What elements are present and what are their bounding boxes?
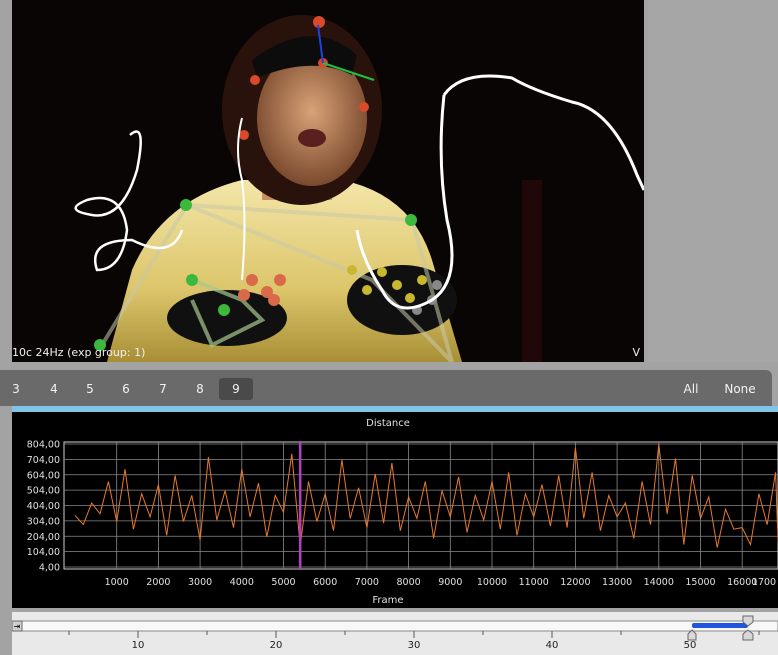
distance-chart-svg: Distance 804,00 704,00 604,00 504,00 404,00 3… <box>27 418 778 606</box>
timeline-tick-label: 50 <box>684 640 697 651</box>
tab-label: 5 <box>86 382 94 396</box>
timeline-ticks: 10 20 30 40 50 <box>68 631 760 651</box>
x-tick-label: 9000 <box>438 577 462 588</box>
video-caption: 10c 24Hz (exp group: 1) <box>12 346 146 359</box>
timeline-tick-label: 30 <box>408 640 421 651</box>
timeline-handles <box>687 615 754 641</box>
x-tick-label: 2000 <box>146 577 170 588</box>
grid <box>64 442 778 569</box>
timeline-ruler[interactable]: ⇥ 10 20 30 40 50 <box>12 612 778 655</box>
x-tick-label: 4000 <box>230 577 254 588</box>
x-tick-label: 14000 <box>644 577 674 588</box>
x-tick-label: 8000 <box>397 577 421 588</box>
timeline-tick-label: 40 <box>546 640 559 651</box>
tab-label: 4 <box>50 382 58 396</box>
x-tick-label: 13000 <box>602 577 632 588</box>
x-tick-label: 3000 <box>188 577 212 588</box>
select-all-button[interactable]: All <box>683 382 699 396</box>
x-tick-label: 16000 <box>727 577 757 588</box>
series-layer <box>74 444 778 548</box>
y-tick-label: 604,00 <box>27 470 60 481</box>
timeline-end-handle-top[interactable] <box>742 615 754 627</box>
video-frame-image <box>12 0 644 362</box>
video-corner-mark: V <box>632 346 640 359</box>
jump-start-icon: ⇥ <box>14 622 21 631</box>
tab-7[interactable]: 7 <box>152 378 174 400</box>
panel-separator <box>12 406 778 412</box>
y-tick-label: 404,00 <box>27 501 60 512</box>
tab-label: 7 <box>159 382 167 396</box>
y-tick-label: 4,00 <box>39 563 60 574</box>
tab-8[interactable]: 8 <box>189 378 211 400</box>
x-tick-label: 6000 <box>313 577 337 588</box>
timeline-tick-label: 20 <box>270 640 283 651</box>
select-none-button[interactable]: None <box>724 382 756 396</box>
tab-label: 6 <box>122 382 130 396</box>
timeline-tick-label: 10 <box>132 640 145 651</box>
y-tick-label: 704,00 <box>27 455 60 466</box>
x-tick-label: 10000 <box>477 577 507 588</box>
tab-4[interactable]: 4 <box>43 378 65 400</box>
x-axis-label: Frame <box>372 595 403 606</box>
y-tick-label: 104,00 <box>27 547 60 558</box>
timeline-start-button[interactable] <box>12 620 23 632</box>
tab-9[interactable]: 9 <box>219 378 253 400</box>
x-axis: 1000 2000 3000 4000 5000 6000 7000 8000 9000 1000… <box>105 577 776 588</box>
y-tick-label: 504,00 <box>27 486 60 497</box>
video-viewport[interactable]: 10c 24Hz (exp group: 1) V <box>12 0 644 362</box>
tab-label: 9 <box>232 382 240 396</box>
y-tick-label: 204,00 <box>27 532 60 543</box>
timeline-track <box>12 620 778 632</box>
timeline-selection[interactable] <box>692 623 748 628</box>
chart-title: Distance <box>366 418 410 429</box>
distance-chart[interactable]: Distance 804,00 704,00 604,00 504,00 404,00 3… <box>12 412 778 608</box>
x-tick-label: 1000 <box>105 577 129 588</box>
x-tick-label: 7000 <box>355 577 379 588</box>
timeline-svg: ⇥ 10 20 30 40 50 <box>12 615 778 651</box>
timeline-end-handle-bottom[interactable] <box>742 629 754 641</box>
tab-3[interactable]: 3 <box>6 378 26 400</box>
y-axis: 804,00 704,00 604,00 504,00 404,00 304,00 204,… <box>27 440 60 574</box>
x-tick-label: 12000 <box>560 577 590 588</box>
x-tick-label: 11000 <box>519 577 549 588</box>
distance-series-line <box>74 444 778 548</box>
timeline-start-handle[interactable] <box>687 629 697 641</box>
tab-5[interactable]: 5 <box>79 378 101 400</box>
camera-tab-bar: 3 4 5 6 7 8 9 All None <box>0 370 772 406</box>
tab-label: 3 <box>12 382 20 396</box>
y-tick-label: 804,00 <box>27 440 60 451</box>
tab-label: 8 <box>196 382 204 396</box>
x-tick-label: 15000 <box>685 577 715 588</box>
y-tick-label: 304,00 <box>27 516 60 527</box>
x-tick-label: 5000 <box>271 577 295 588</box>
x-tick-label: 1700 <box>752 577 776 588</box>
tab-6[interactable]: 6 <box>115 378 137 400</box>
right-side-panel <box>648 0 778 362</box>
